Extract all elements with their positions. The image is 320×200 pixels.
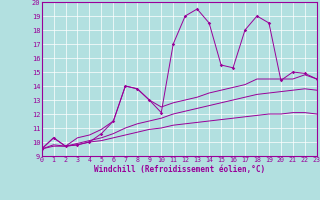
X-axis label: Windchill (Refroidissement éolien,°C): Windchill (Refroidissement éolien,°C) <box>94 165 265 174</box>
